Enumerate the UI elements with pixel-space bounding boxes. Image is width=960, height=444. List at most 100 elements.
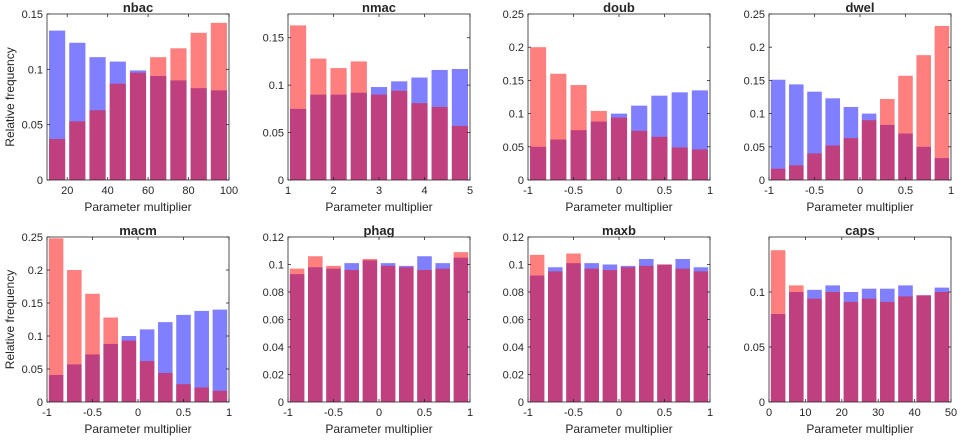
x-tick-label: 3 — [376, 185, 382, 197]
y-tick-label: 0.15 — [22, 9, 43, 21]
bar-red-2 — [807, 298, 822, 402]
bar-red-7 — [898, 75, 913, 180]
y-tick-label: 0.1 — [509, 260, 524, 272]
bar-red-1 — [548, 271, 563, 403]
bar-red-3 — [590, 110, 607, 180]
y-tick-label: 0.2 — [750, 42, 765, 54]
bar-red-0 — [289, 268, 305, 403]
y-tick-label: 0.08 — [263, 287, 284, 299]
bar-red-0 — [290, 25, 307, 180]
bar-red-6 — [651, 136, 668, 180]
y-tick-label: 0.08 — [503, 287, 524, 299]
x-axis-label: Parameter multiplier — [565, 422, 672, 436]
y-tick-label: 0.1 — [28, 331, 43, 343]
y-tick-label: 0.05 — [744, 342, 765, 354]
x-tick-label: 1 — [948, 185, 954, 197]
bar-red-0 — [48, 238, 64, 402]
y-tick-label: 0.2 — [28, 265, 43, 277]
subplot-macm: -1 -0.5 0 0.5 1 0 0.05 0.1 0.15 0.2 0.25 macm Parame… — [3, 223, 232, 436]
bar-red-8 — [691, 149, 708, 180]
bar-red-3 — [825, 145, 840, 180]
bar-red-0 — [49, 139, 66, 180]
bar-red-4 — [362, 259, 378, 402]
y-tick-label: 0 — [278, 175, 284, 187]
bar-red-4 — [121, 340, 137, 402]
bar-red-4 — [370, 94, 388, 180]
bar-red-6 — [158, 372, 173, 402]
bar-red-4 — [129, 72, 147, 180]
y-tick-label: 0.02 — [503, 370, 524, 382]
x-tick-label: 2 — [330, 185, 336, 197]
bar-red-5 — [139, 361, 155, 402]
y-tick-label: 0.25 — [744, 9, 765, 21]
bar-red-8 — [435, 268, 450, 403]
bar-red-0 — [529, 254, 545, 403]
bar-red-4 — [843, 138, 859, 180]
bar-red-2 — [89, 110, 106, 180]
y-tick-label: 0.25 — [22, 232, 43, 244]
bar-red-1 — [69, 121, 86, 180]
y-tick-label: 0 — [759, 175, 765, 187]
y-tick-label: 0.04 — [503, 342, 524, 354]
axes-box — [46, 13, 230, 181]
x-tick-label: 1 — [226, 407, 232, 419]
y-axis-label: Relative frequency — [3, 47, 17, 146]
x-tick-label: 0 — [766, 407, 772, 419]
y-axis-label: Relative frequency — [3, 270, 17, 369]
y-tick-label: 0.15 — [263, 33, 284, 45]
x-tick-label: 0 — [376, 407, 382, 419]
x-tick-label: 5 — [467, 185, 473, 197]
x-tick-label: 0.5 — [417, 407, 432, 419]
bar-red-8 — [210, 22, 227, 180]
subplot-title: nmac — [362, 0, 396, 15]
subplot-title: maxb — [602, 223, 636, 238]
bar-red-9 — [934, 292, 950, 402]
y-tick-label: 0 — [518, 397, 524, 409]
y-tick-label: 0 — [518, 175, 524, 187]
bar-red-2 — [330, 68, 347, 180]
bar-red-7 — [671, 147, 688, 180]
x-tick-label: -0.5 — [83, 407, 102, 419]
bar-red-2 — [85, 293, 100, 402]
bar-red-6 — [170, 48, 187, 181]
x-axis-label: Parameter multiplier — [806, 422, 913, 436]
x-tick-label: 60 — [142, 185, 154, 197]
axes-box — [768, 236, 952, 403]
x-axis-label: Parameter multiplier — [806, 200, 913, 214]
y-tick-label: 0.1 — [269, 260, 284, 272]
x-tick-label: -0.5 — [324, 407, 343, 419]
bar-red-8 — [916, 55, 931, 180]
y-tick-label: 0.1 — [28, 64, 43, 76]
x-tick-label: 1 — [285, 185, 291, 197]
y-tick-label: 0.1 — [750, 109, 765, 121]
y-tick-label: 0.2 — [509, 42, 524, 54]
bar-red-7 — [190, 32, 207, 181]
y-tick-label: 0.05 — [22, 120, 43, 132]
bar-red-5 — [391, 90, 408, 180]
x-tick-label: 0.5 — [657, 407, 672, 419]
bar-red-7 — [657, 264, 672, 402]
subplot-title: macm — [119, 223, 157, 238]
y-tick-label: 0.06 — [503, 315, 524, 327]
x-axis-label: Parameter multiplier — [84, 200, 191, 214]
bar-red-8 — [194, 387, 209, 402]
subplot-phag: -1 -0.5 0 0.5 1 0 0.02 0.04 0.06 0.08 0.1 0.12 phag P… — [263, 223, 473, 436]
bar-red-5 — [631, 130, 648, 180]
x-tick-label: 80 — [182, 185, 194, 197]
x-tick-label: -1 — [283, 407, 293, 419]
subplot-title: caps — [845, 223, 875, 238]
bar-red-9 — [693, 271, 709, 403]
bar-red-8 — [916, 295, 931, 402]
bar-red-9 — [934, 25, 950, 181]
x-axis-label: Parameter multiplier — [565, 200, 672, 214]
x-tick-label: 0 — [616, 185, 622, 197]
bar-red-1 — [789, 165, 804, 180]
bar-blue-1 — [789, 84, 804, 180]
bar-red-3 — [103, 317, 118, 402]
x-tick-label: 4 — [421, 185, 427, 197]
bar-red-3 — [584, 268, 599, 403]
bar-blue-0 — [770, 79, 786, 180]
x-tick-label: 0.5 — [898, 185, 913, 197]
subplot-title: dwel — [846, 0, 875, 15]
x-tick-label: 20 — [61, 185, 73, 197]
